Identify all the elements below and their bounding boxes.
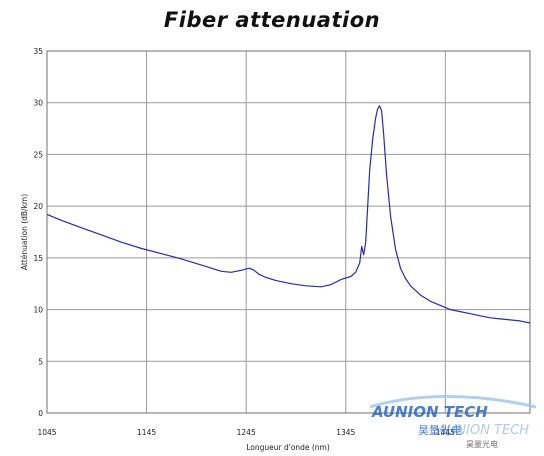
x-tick-label: 1345 <box>336 428 355 437</box>
chart-title: Fiber attenuation <box>163 8 381 32</box>
gridlines <box>46 50 530 414</box>
y-tick-label: 15 <box>33 254 43 263</box>
watermark-swoosh <box>369 395 537 409</box>
x-tick-labels: 1045 1145 1245 1345 1445 <box>37 428 455 437</box>
x-tick-label: 1445 <box>436 428 455 437</box>
y-tick-label: 25 <box>33 150 43 159</box>
watermark-logo: AUNION TECH 昊量光电 AUNION TECH 昊量光电 <box>369 395 537 449</box>
watermark-brand-cn-small: 昊量光电 <box>466 439 498 449</box>
x-tick-label: 1045 <box>37 428 56 437</box>
watermark-brand: AUNION TECH <box>371 403 488 421</box>
y-tick-labels: 0 5 10 15 20 25 30 35 <box>33 47 43 418</box>
plot-frame <box>46 50 531 414</box>
y-tick-label: 0 <box>38 409 43 418</box>
y-tick-label: 5 <box>38 357 43 366</box>
watermark-brand-cn: 昊量光电 <box>418 423 462 437</box>
y-tick-label: 20 <box>33 202 43 211</box>
attenuation-series-line <box>46 105 531 324</box>
y-tick-label: 35 <box>33 47 43 56</box>
watermark-brand-echo: AUNION TECH <box>437 423 529 438</box>
x-tick-label: 1145 <box>137 428 156 437</box>
x-axis-label: Longueur d'onde (nm) <box>246 443 330 452</box>
y-tick-label: 10 <box>33 306 43 315</box>
y-tick-label: 30 <box>33 99 43 108</box>
x-tick-label: 1245 <box>237 428 256 437</box>
y-axis-label: Atténuation (dB/km) <box>20 194 29 270</box>
